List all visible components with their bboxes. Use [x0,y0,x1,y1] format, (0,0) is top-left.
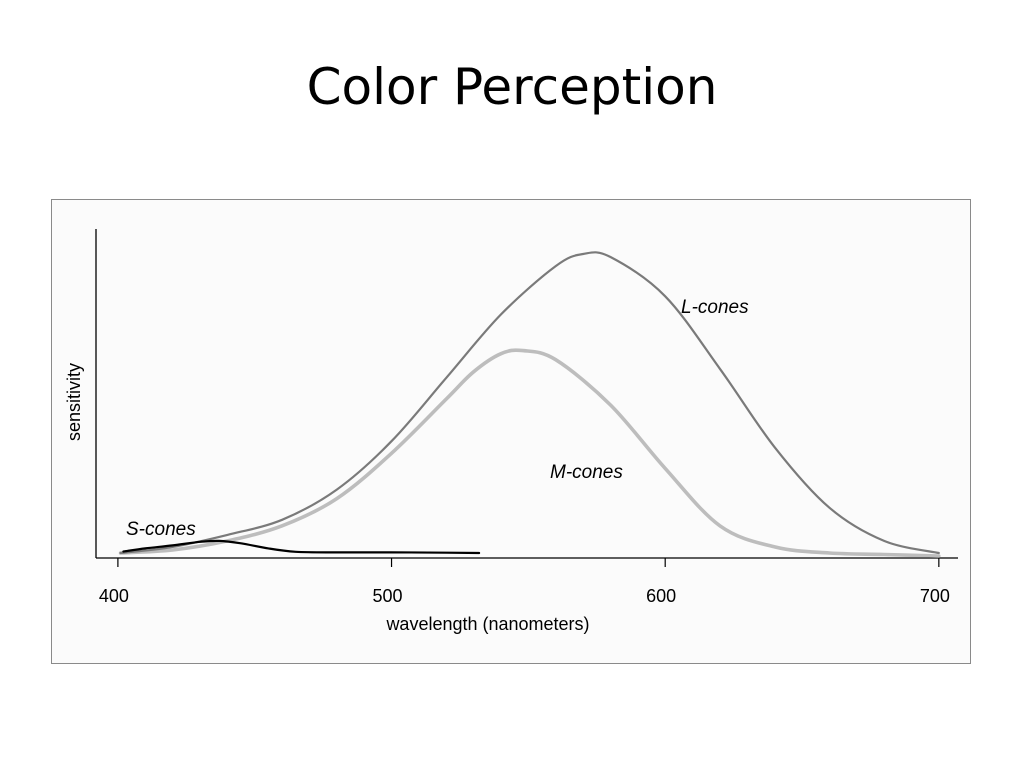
cone-sensitivity-chart: 400 500 600 700 wavelength (nanometers) sensi… [64,229,958,634]
l-cones-label: L-cones [681,297,749,318]
chart-frame [51,199,971,664]
y-axis-title: sensitivity [64,363,84,441]
x-tick-label: 400 [99,586,129,606]
l-cones-curve [119,251,940,555]
x-axis-title: wavelength (nanometers) [385,614,589,634]
slide-title: Color Perception [306,58,718,116]
x-tick-label: 600 [646,586,676,606]
labels-layer: L-cones M-cones S-cones [126,297,749,540]
x-tick-label: 700 [920,586,950,606]
x-tick-label: 500 [373,586,403,606]
m-cones-label: M-cones [550,462,623,483]
s-cones-curve [122,539,481,555]
chart-axes: 400 500 600 700 wavelength (nanometers) sensi… [64,229,958,634]
series-layer [118,251,941,558]
s-cones-label: S-cones [126,519,196,540]
m-cones-curve [118,348,941,558]
